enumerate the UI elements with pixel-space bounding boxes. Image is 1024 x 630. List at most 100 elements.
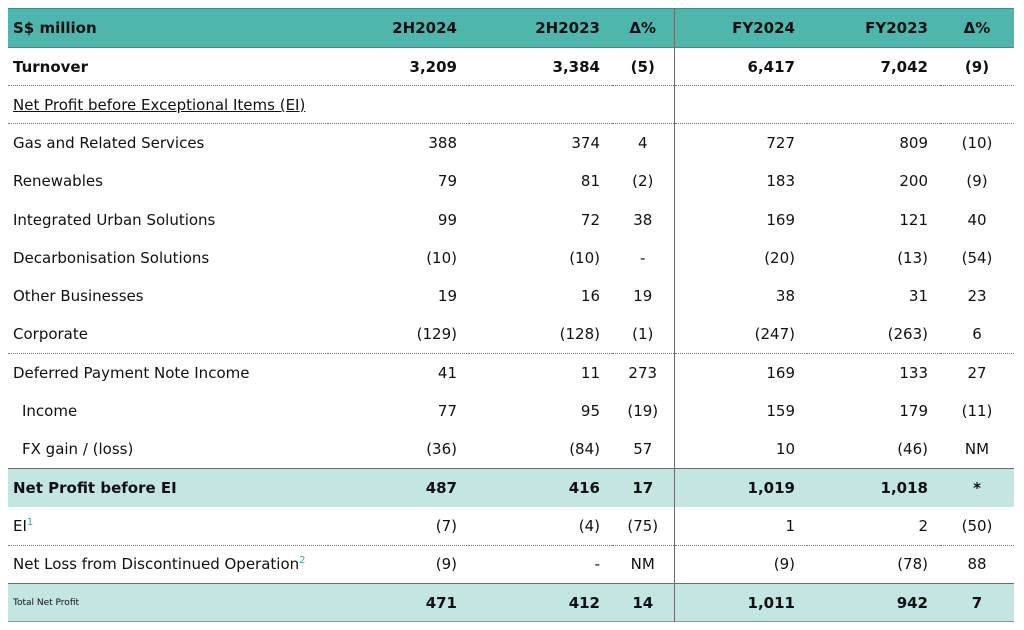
- cell-2h2024: (10): [426, 248, 457, 267]
- cell-half-change: 38: [612, 200, 675, 239]
- row-label: Renewables: [13, 172, 103, 191]
- cell-fy2024: (247): [754, 325, 795, 344]
- cell-2h2024: 99: [437, 210, 457, 229]
- cell-2h2024: (129): [416, 325, 457, 344]
- cell-fy2023: 200: [899, 172, 928, 191]
- row-urban-solutions: Integrated Urban Solutions 99 72 38 169 …: [8, 200, 1014, 239]
- cell-fy-change: (54): [961, 248, 993, 267]
- cell-fy2023: (13): [897, 248, 928, 267]
- cell-2h2024: (9): [435, 555, 457, 574]
- cell-fy-change: 7: [940, 583, 1014, 622]
- cell-fy2024: 6,417: [747, 57, 795, 76]
- cell-fy2023: (78): [897, 555, 928, 574]
- row-label: FX gain / (loss): [22, 440, 134, 459]
- cell-2h2023: 95: [580, 402, 600, 421]
- footnote-marker: 1: [26, 516, 34, 528]
- row-label: Turnover: [13, 57, 88, 76]
- cell-2h2023: 72: [580, 210, 600, 229]
- cell-fy-change: (10): [961, 134, 993, 153]
- cell-fy-change: 40: [967, 210, 987, 229]
- cell-half-change: 273: [612, 353, 675, 392]
- row-label: Net Loss from Discontinued Operation2: [8, 545, 328, 583]
- cell-fy-change: 88: [967, 555, 987, 574]
- cell-fy-change: (50): [961, 516, 993, 535]
- cell-fy2023: 809: [899, 134, 928, 153]
- header-half-change: Δ%: [612, 8, 675, 48]
- section-label-text: Net Profit before Exceptional Items (EI): [13, 95, 306, 114]
- cell-fy2024: 1,011: [674, 583, 807, 622]
- cell-2h2023: 11: [580, 363, 600, 382]
- row-label: Other Businesses: [13, 287, 144, 306]
- cell-fy2023: 121: [899, 210, 928, 229]
- cell-fy2024: 727: [766, 134, 795, 153]
- cell-half-change: 17: [612, 468, 675, 507]
- row-label: Net Profit before EI: [8, 468, 328, 507]
- cell-fy2024: 169: [766, 210, 795, 229]
- row-label-text: Net Loss from Discontinued Operation: [13, 555, 300, 574]
- cell-2h2023: 374: [571, 134, 600, 153]
- cell-fy2024: 38: [775, 287, 795, 306]
- row-gas: Gas and Related Services 388 374 4 727 8…: [8, 123, 1014, 163]
- cell-fy-change: 23: [967, 287, 987, 306]
- cell-fy2023: (263): [887, 325, 928, 344]
- cell-fy2023: 133: [899, 363, 928, 382]
- cell-2h2023: 412: [469, 583, 612, 622]
- financial-summary-table: S$ million 2H2024 2H2023 Δ% FY2024 FY202…: [8, 8, 1014, 622]
- cell-fy2023: 2: [918, 516, 928, 535]
- cell-half-change: (19): [612, 391, 675, 431]
- cell-fy2023: 1,018: [807, 468, 940, 507]
- cell-fy-change: NM: [964, 440, 990, 459]
- footnote-marker: 2: [299, 555, 306, 567]
- cell-fy2023: 942: [807, 583, 940, 622]
- row-discontinued-operation: Net Loss from Discontinued Operation2 (9…: [8, 545, 1014, 584]
- row-fx-gain-loss: FX gain / (loss) (36) (84) 57 10 (46) NM: [8, 430, 1014, 469]
- cell-half-change: (5): [612, 47, 675, 86]
- cell-2h2024: 77: [437, 402, 457, 421]
- cell-half-change: NM: [612, 545, 675, 584]
- row-total-net-profit: Total Net Profit 471 412 14 1,011 942 7: [8, 583, 1014, 622]
- cell-fy-change: (11): [961, 402, 993, 421]
- cell-fy2024: (9): [773, 555, 795, 574]
- row-label: Income: [22, 402, 78, 421]
- header-fy2023: FY2023: [807, 8, 940, 48]
- row-label: Gas and Related Services: [13, 134, 205, 153]
- row-label: Corporate: [13, 325, 88, 344]
- cell-2h2023: -: [594, 555, 600, 574]
- row-label: Deferred Payment Note Income: [13, 363, 250, 382]
- cell-2h2023: (4): [578, 516, 600, 535]
- cell-half-change: 57: [612, 430, 675, 469]
- row-label: Decarbonisation Solutions: [13, 248, 210, 267]
- cell-2h2023: 16: [580, 287, 600, 306]
- cell-2h2024: 19: [437, 287, 457, 306]
- cell-2h2024: 487: [328, 468, 469, 507]
- cell-fy-change: (9): [966, 172, 988, 191]
- cell-2h2023: (84): [569, 440, 600, 459]
- header-2h2024: 2H2024: [328, 8, 469, 48]
- cell-fy-change: 27: [967, 363, 987, 382]
- cell-fy2023: (46): [897, 440, 928, 459]
- cell-fy-change: 6: [972, 325, 982, 344]
- cell-2h2023: (128): [559, 325, 600, 344]
- row-ei: EI1 (7) (4) (75) 1 2 (50): [8, 506, 1014, 546]
- cell-2h2024: 79: [437, 172, 457, 191]
- cell-fy2024: 1,019: [674, 468, 807, 507]
- cell-fy2023: 31: [908, 287, 928, 306]
- cell-fy2023: 179: [899, 402, 928, 421]
- header-fy-change: Δ%: [940, 8, 1014, 48]
- row-section-heading: Net Profit before Exceptional Items (EI): [8, 85, 1014, 124]
- cell-half-change: 19: [612, 276, 675, 316]
- cell-half-change: -: [612, 238, 675, 277]
- row-corporate: Corporate (129) (128) (1) (247) (263) 6: [8, 315, 1014, 354]
- cell-2h2024: (36): [426, 440, 457, 459]
- cell-2h2023: 81: [580, 172, 600, 191]
- header-unit-label: S$ million: [8, 8, 328, 48]
- cell-fy2024: 159: [766, 402, 795, 421]
- cell-2h2024: 388: [428, 134, 457, 153]
- cell-half-change: 14: [612, 583, 675, 622]
- cell-fy-change: (9): [964, 57, 990, 76]
- cell-half-change: (2): [612, 162, 675, 201]
- section-label: Net Profit before Exceptional Items (EI): [8, 86, 328, 124]
- cell-2h2023: 3,384: [552, 57, 600, 76]
- cell-fy2023: 7,042: [880, 57, 928, 76]
- cell-half-change: (1): [612, 315, 675, 354]
